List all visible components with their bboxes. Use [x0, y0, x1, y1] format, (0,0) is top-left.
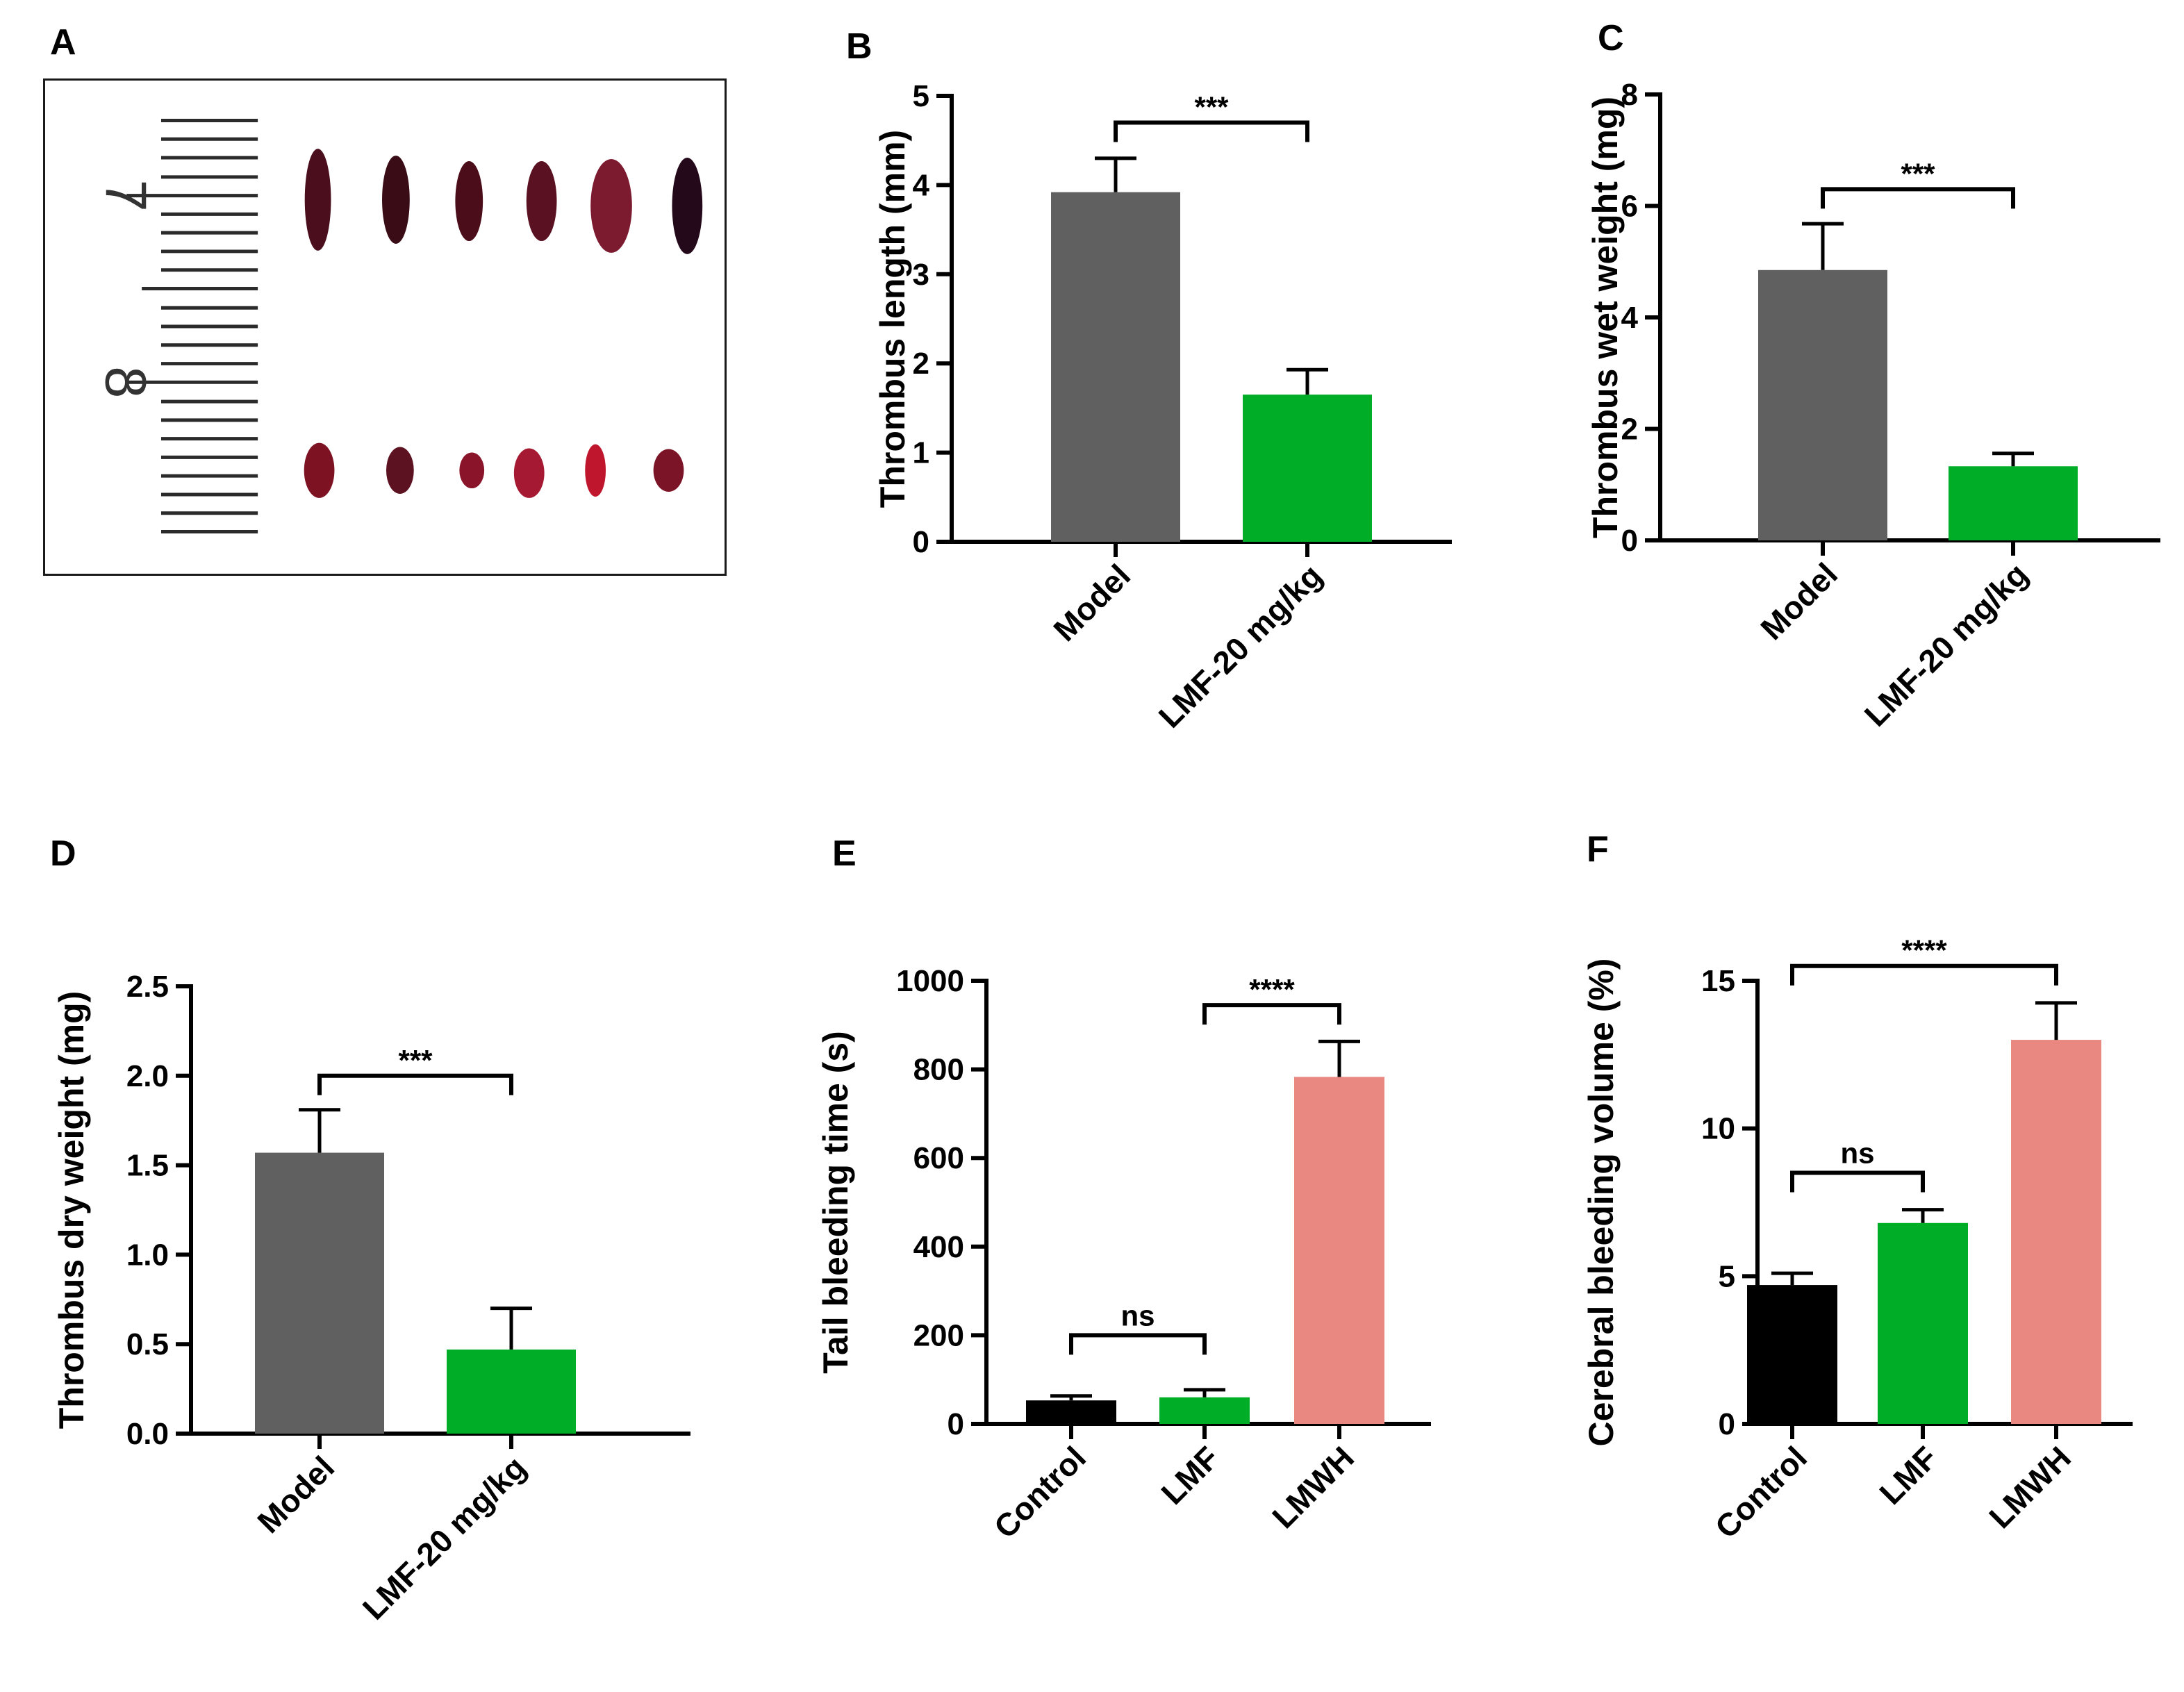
panel-letter-a: A — [50, 22, 76, 63]
y-tick-label-d: 2.5 — [126, 970, 169, 1004]
y-tick-label-e: 200 — [913, 1318, 964, 1352]
panel-letter-b: B — [846, 26, 872, 67]
y-tick-label-e: 1000 — [896, 964, 964, 998]
y-axis-title-b: Thrombus length (mm) — [873, 130, 912, 508]
category-label-c-1: LMF-20 mg/kg — [1858, 556, 2035, 733]
y-tick-label-d: 0.0 — [126, 1417, 169, 1451]
category-label-f-1: LMF — [1872, 1439, 1944, 1511]
panel-letter-f: F — [1587, 829, 1609, 870]
category-label-d-0: Model — [250, 1449, 341, 1540]
y-tick-label-e: 600 — [913, 1141, 964, 1175]
thrombus-samples-model — [304, 149, 703, 254]
bar-d-0 — [255, 1152, 384, 1434]
y-tick-label-e: 400 — [913, 1230, 964, 1264]
thrombus-samples-lmf — [304, 442, 684, 498]
significance-bracket-b-0 — [1114, 120, 1309, 142]
y-tick-label-d: 1.0 — [126, 1238, 169, 1272]
y-tick-label-f: 15 — [1701, 964, 1735, 998]
bar-c-1 — [1949, 466, 2078, 540]
y-tick-label-b: 3 — [913, 258, 929, 292]
significance-label-c-0: *** — [1901, 157, 1935, 190]
category-label-b-0: Model — [1046, 557, 1137, 648]
bar-e-2 — [1294, 1077, 1384, 1424]
y-tick-label-d: 1.5 — [126, 1149, 169, 1183]
significance-bracket-e-0 — [1069, 1333, 1207, 1355]
panel-letter-e: E — [832, 833, 857, 874]
significance-label-b-0: *** — [1194, 91, 1229, 124]
y-tick-label-f: 5 — [1719, 1259, 1735, 1293]
bar-f-1 — [1878, 1222, 1968, 1424]
y-tick-label-f: 0 — [1719, 1407, 1735, 1441]
y-axis-title-f: Cerebral bleeding volume (%) — [1582, 959, 1621, 1447]
y-tick-label-c: 4 — [1621, 301, 1639, 335]
ruler-number-7: 7 — [93, 179, 158, 211]
y-tick-label-e: 800 — [913, 1053, 964, 1087]
category-label-b-1: LMF-20 mg/kg — [1152, 557, 1329, 734]
bar-f-2 — [2011, 1040, 2101, 1424]
significance-label-e-0: ns — [1120, 1299, 1155, 1332]
y-tick-label-c: 8 — [1621, 78, 1638, 112]
category-label-e-0: Control — [987, 1439, 1093, 1545]
category-label-f-0: Control — [1708, 1439, 1814, 1545]
category-label-f-2: LMWH — [1982, 1439, 2078, 1535]
category-label-e-1: LMF — [1154, 1439, 1226, 1511]
y-axis-title-c: Thrombus wet weight (mg) — [1586, 97, 1625, 538]
category-label-c-0: Model — [1753, 556, 1844, 647]
bar-c-0 — [1758, 269, 1887, 540]
y-tick-label-c: 0 — [1621, 524, 1638, 558]
y-tick-label-c: 6 — [1621, 190, 1638, 224]
bar-b-0 — [1051, 192, 1180, 542]
significance-bracket-c-0 — [1821, 187, 2015, 209]
y-tick-label-b: 2 — [913, 347, 929, 381]
ruler-number-8: 8 — [93, 366, 158, 398]
y-tick-label-e: 0 — [948, 1407, 964, 1441]
significance-bracket-f-0 — [1790, 1170, 1925, 1193]
bar-e-1 — [1159, 1397, 1250, 1424]
category-label-d-1: LMF-20 mg/kg — [356, 1449, 533, 1626]
y-tick-label-b: 5 — [913, 79, 929, 113]
y-tick-label-f: 10 — [1701, 1112, 1735, 1146]
y-tick-label-b: 0 — [913, 525, 929, 559]
significance-label-f-1: **** — [1901, 934, 1947, 967]
y-tick-label-d: 0.5 — [126, 1327, 169, 1361]
y-axis-title-e: Tail bleeding time (s) — [816, 1031, 855, 1374]
bar-f-0 — [1747, 1285, 1837, 1424]
ruler-ticks — [126, 119, 258, 533]
significance-bracket-e-1 — [1202, 1003, 1341, 1025]
significance-label-e-1: **** — [1249, 973, 1295, 1006]
y-tick-label-b: 1 — [913, 436, 929, 470]
thrombus-photo-image: 7 8 — [93, 119, 703, 533]
panel-letter-d: D — [50, 833, 76, 874]
y-tick-label-d: 2.0 — [126, 1059, 169, 1093]
significance-bracket-d-0 — [317, 1073, 513, 1095]
thrombus-photo: 7 8 — [43, 78, 727, 576]
bar-d-1 — [447, 1349, 576, 1434]
bar-e-0 — [1026, 1400, 1116, 1424]
significance-bracket-f-1 — [1790, 963, 2058, 986]
y-tick-label-c: 2 — [1621, 413, 1638, 447]
y-axis-title-d: Thrombus dry weight (mg) — [52, 991, 91, 1429]
significance-label-f-0: ns — [1840, 1136, 1874, 1169]
bar-b-1 — [1243, 395, 1372, 542]
panel-letter-c: C — [1598, 18, 1624, 58]
significance-label-d-0: *** — [398, 1044, 433, 1077]
category-label-e-2: LMWH — [1265, 1439, 1361, 1535]
y-tick-label-b: 4 — [913, 168, 930, 202]
